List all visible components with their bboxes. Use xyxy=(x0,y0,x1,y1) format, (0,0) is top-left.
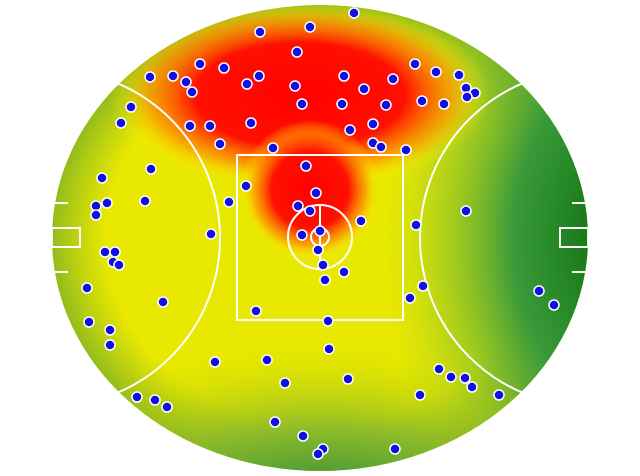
point xyxy=(139,195,151,207)
point xyxy=(312,448,324,460)
point xyxy=(404,292,416,304)
point xyxy=(81,282,93,294)
point xyxy=(101,197,113,209)
point xyxy=(459,372,471,384)
point xyxy=(493,389,505,401)
point xyxy=(131,391,143,403)
point xyxy=(250,305,262,317)
point xyxy=(400,144,412,156)
point xyxy=(161,401,173,413)
point xyxy=(336,98,348,110)
point xyxy=(312,244,324,256)
point xyxy=(104,339,116,351)
point xyxy=(180,76,192,88)
point xyxy=(417,280,429,292)
point xyxy=(430,66,442,78)
point xyxy=(338,70,350,82)
point xyxy=(300,160,312,172)
point xyxy=(344,124,356,136)
point xyxy=(204,120,216,132)
point xyxy=(409,58,421,70)
point xyxy=(145,163,157,175)
point xyxy=(269,416,281,428)
point xyxy=(115,117,127,129)
point xyxy=(99,246,111,258)
point xyxy=(209,356,221,368)
point xyxy=(261,354,273,366)
point xyxy=(453,69,465,81)
point xyxy=(310,187,322,199)
point xyxy=(548,299,560,311)
point xyxy=(205,228,217,240)
point xyxy=(433,363,445,375)
point xyxy=(358,83,370,95)
point xyxy=(296,229,308,241)
point xyxy=(296,98,308,110)
point xyxy=(348,7,360,19)
point xyxy=(253,70,265,82)
point xyxy=(461,91,473,103)
point xyxy=(96,172,108,184)
point xyxy=(375,141,387,153)
point xyxy=(289,80,301,92)
point xyxy=(367,118,379,130)
point xyxy=(186,86,198,98)
point xyxy=(342,373,354,385)
point xyxy=(267,142,279,154)
point xyxy=(291,46,303,58)
point xyxy=(245,117,257,129)
point xyxy=(297,430,309,442)
point xyxy=(90,209,102,221)
point xyxy=(113,259,125,271)
point xyxy=(292,200,304,212)
point xyxy=(314,225,326,237)
point xyxy=(254,26,266,38)
point xyxy=(355,215,367,227)
point xyxy=(338,266,350,278)
point xyxy=(460,205,472,217)
point xyxy=(241,78,253,90)
point xyxy=(167,70,179,82)
point xyxy=(438,98,450,110)
point xyxy=(104,324,116,336)
point xyxy=(194,58,206,70)
point xyxy=(304,21,316,33)
point xyxy=(223,196,235,208)
point xyxy=(445,371,457,383)
point xyxy=(387,73,399,85)
point xyxy=(389,443,401,455)
point xyxy=(416,95,428,107)
point xyxy=(414,389,426,401)
point xyxy=(184,120,196,132)
point xyxy=(322,315,334,327)
point xyxy=(109,246,121,258)
point xyxy=(410,219,422,231)
point xyxy=(319,274,331,286)
point xyxy=(125,101,137,113)
point xyxy=(144,71,156,83)
point xyxy=(214,138,226,150)
point xyxy=(240,180,252,192)
point xyxy=(317,259,329,271)
point xyxy=(466,381,478,393)
point xyxy=(157,296,169,308)
point xyxy=(323,343,335,355)
point xyxy=(533,285,545,297)
point xyxy=(83,316,95,328)
point xyxy=(380,99,392,111)
point xyxy=(218,62,230,74)
points xyxy=(81,7,560,460)
point xyxy=(304,205,316,217)
point xyxy=(149,394,161,406)
point xyxy=(279,377,291,389)
